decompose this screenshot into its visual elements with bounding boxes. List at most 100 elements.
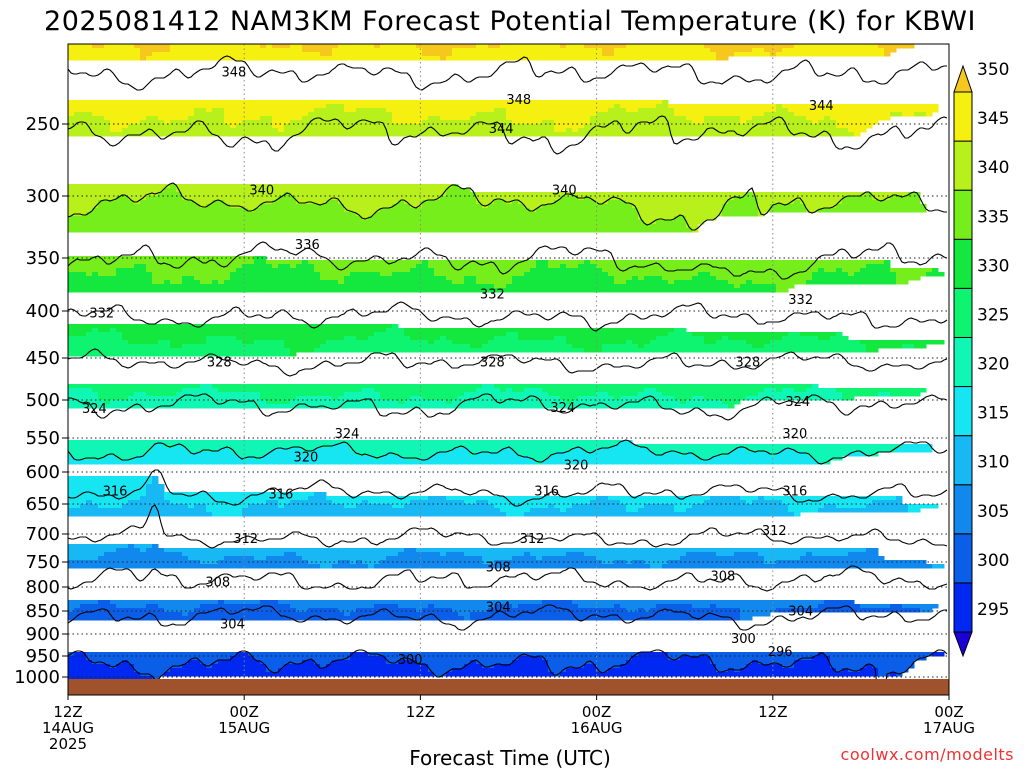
theta-fill-cell	[668, 656, 681, 661]
theta-fill-cell	[242, 120, 273, 125]
theta-fill-cell	[278, 128, 285, 133]
theta-fill-cell	[68, 348, 291, 353]
theta-fill-cell	[386, 108, 495, 113]
theta-fill-cell	[458, 612, 471, 617]
theta-fill-cell	[842, 668, 849, 673]
theta-fill-cell	[68, 188, 165, 193]
theta-fill-cell	[584, 552, 687, 557]
theta-fill-cell	[554, 504, 573, 509]
theta-fill-cell	[638, 608, 645, 613]
theta-fill-cell	[644, 388, 657, 393]
theta-fill-cell	[308, 560, 339, 565]
theta-fill-cell	[560, 44, 567, 49]
theta-fill-cell	[434, 340, 453, 345]
colorbar-swatch	[953, 582, 973, 633]
theta-fill-cell	[380, 208, 531, 213]
theta-fill-cell	[512, 556, 537, 561]
theta-fill-cell	[596, 392, 609, 397]
theta-fill-cell	[302, 48, 333, 53]
theta-fill-cell	[866, 348, 879, 353]
theta-fill-cell	[728, 404, 735, 409]
contour-label: 296	[768, 645, 793, 660]
theta-fill-cell	[524, 204, 543, 209]
theta-fill-cell	[740, 120, 747, 125]
theta-fill-cell	[266, 668, 279, 673]
theta-fill-cell	[536, 260, 549, 265]
theta-fill-cell	[914, 344, 927, 349]
theta-fill-cell	[404, 504, 495, 509]
theta-fill-cell	[674, 216, 687, 221]
theta-fill-cell	[710, 660, 753, 665]
theta-fill-cell	[272, 116, 303, 121]
theta-fill-cell	[566, 336, 657, 341]
theta-fill-cell	[344, 204, 393, 209]
theta-fill-cell	[398, 552, 441, 557]
theta-fill-cell	[842, 196, 873, 201]
theta-fill-cell	[200, 560, 219, 565]
theta-fill-cell	[500, 44, 561, 49]
theta-fill-cell	[68, 340, 129, 345]
theta-fill-cell	[806, 552, 813, 557]
theta-fill-cell	[188, 556, 225, 561]
theta-fill-cell	[656, 452, 663, 457]
theta-fill-cell	[728, 336, 783, 341]
theta-fill-cell	[506, 108, 609, 113]
theta-fill-cell	[380, 456, 405, 461]
theta-fill-cell	[284, 664, 321, 669]
theta-fill-cell	[68, 404, 729, 409]
theta-fill-cell	[374, 388, 477, 393]
theta-fill-cell	[134, 668, 171, 673]
theta-fill-cell	[836, 124, 873, 129]
theta-fill-cell	[236, 268, 315, 273]
theta-fill-cell	[218, 600, 225, 605]
theta-fill-cell	[614, 48, 711, 53]
theta-fill-cell	[506, 512, 525, 517]
theta-fill-cell	[170, 668, 267, 673]
theta-fill-cell	[170, 48, 303, 53]
theta-fill-cell	[68, 288, 777, 293]
theta-fill-cell	[824, 268, 837, 273]
theta-fill-cell	[68, 264, 135, 269]
theta-fill-cell	[626, 200, 729, 205]
contour-line-332	[68, 301, 948, 332]
theta-fill-cell	[926, 272, 945, 277]
theta-fill-cell	[476, 112, 507, 117]
theta-fill-cell	[818, 652, 825, 657]
theta-fill-cell	[260, 116, 273, 121]
theta-fill-cell	[764, 112, 795, 117]
theta-fill-cell	[296, 552, 399, 557]
theta-fill-cell	[506, 284, 735, 289]
theta-fill-cell	[794, 448, 897, 453]
theta-fill-cell	[194, 608, 297, 613]
theta-fill-cell	[482, 556, 513, 561]
theta-fill-cell	[716, 340, 747, 345]
theta-fill-cell	[212, 384, 483, 389]
theta-fill-cell	[266, 500, 279, 505]
contour-line-348	[68, 55, 947, 91]
y-tick-label: 350	[26, 248, 60, 269]
theta-fill-cell	[290, 120, 393, 125]
theta-fill-cell	[488, 204, 525, 209]
theta-fill-cell	[782, 48, 885, 53]
theta-fill-cell	[482, 344, 573, 349]
theta-fill-cell	[686, 220, 705, 225]
contour-label: 304	[220, 617, 245, 632]
theta-fill-cell	[746, 500, 753, 505]
theta-fill-cell	[464, 280, 477, 285]
theta-fill-cell	[122, 128, 279, 133]
colorbar-top-arrow	[953, 64, 973, 93]
theta-fill-cell	[686, 552, 717, 557]
theta-fill-cell	[584, 348, 603, 353]
theta-fill-cell	[512, 200, 519, 205]
theta-fill-cell	[782, 448, 795, 453]
theta-fill-cell	[824, 652, 933, 657]
theta-fill-cell	[548, 668, 567, 673]
colorbar-tick-label: 350	[977, 60, 1009, 80]
theta-fill-cell	[746, 340, 771, 345]
theta-fill-cell	[644, 344, 753, 349]
theta-fill-cell	[740, 608, 777, 613]
theta-fill-cell	[746, 280, 753, 285]
theta-fill-cell	[890, 112, 903, 117]
theta-fill-cell	[596, 200, 609, 205]
theta-fill-cell	[758, 660, 795, 665]
